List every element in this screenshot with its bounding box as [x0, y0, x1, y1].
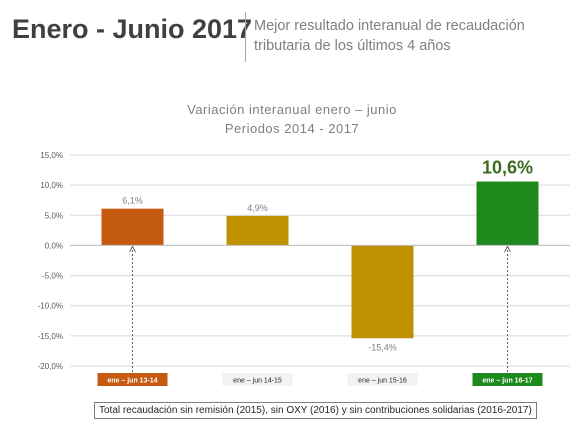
- x-tick-label: ene – jun 15-16: [358, 378, 407, 385]
- header-divider: [245, 12, 246, 62]
- y-tick-label: 0,0%: [45, 241, 63, 250]
- category-label-box: [472, 373, 543, 386]
- data-label: -15,4%: [368, 342, 397, 352]
- x-tick-label: ene – jun 14-15: [233, 378, 282, 385]
- chart-subtitle: Periodos 2014 - 2017: [224, 121, 360, 136]
- category-label-box: [347, 373, 418, 386]
- bar: [351, 245, 414, 339]
- x-tick-label: ene – jun 16-17: [482, 378, 532, 385]
- x-tick-label: ene – jun 13-14: [107, 378, 157, 385]
- category-label-box: [97, 373, 168, 386]
- y-tick-label: -5,0%: [42, 272, 63, 281]
- y-tick-label: -15,0%: [38, 332, 63, 341]
- y-tick-label: -10,0%: [38, 302, 63, 311]
- bar: [226, 215, 289, 246]
- category-label-box: [222, 373, 293, 386]
- data-label: 10,6%: [482, 158, 533, 178]
- data-label: 6,1%: [122, 196, 143, 206]
- page-title: Enero - Junio 2017: [12, 14, 253, 44]
- y-tick-label: -20,0%: [38, 362, 63, 371]
- page-subtitle: Mejor resultado interanual de recaudació…: [254, 18, 525, 54]
- bar: [476, 181, 539, 246]
- y-tick-label: 5,0%: [45, 211, 63, 220]
- y-tick-label: 15,0%: [40, 151, 63, 160]
- y-tick-label: 10,0%: [40, 181, 63, 190]
- chart-title: Variación interanual enero – junio: [187, 102, 397, 117]
- data-label: 4,9%: [247, 203, 268, 213]
- chart-footnote: Total recaudación sin remisión (2015), s…: [94, 402, 537, 419]
- bar: [101, 208, 164, 246]
